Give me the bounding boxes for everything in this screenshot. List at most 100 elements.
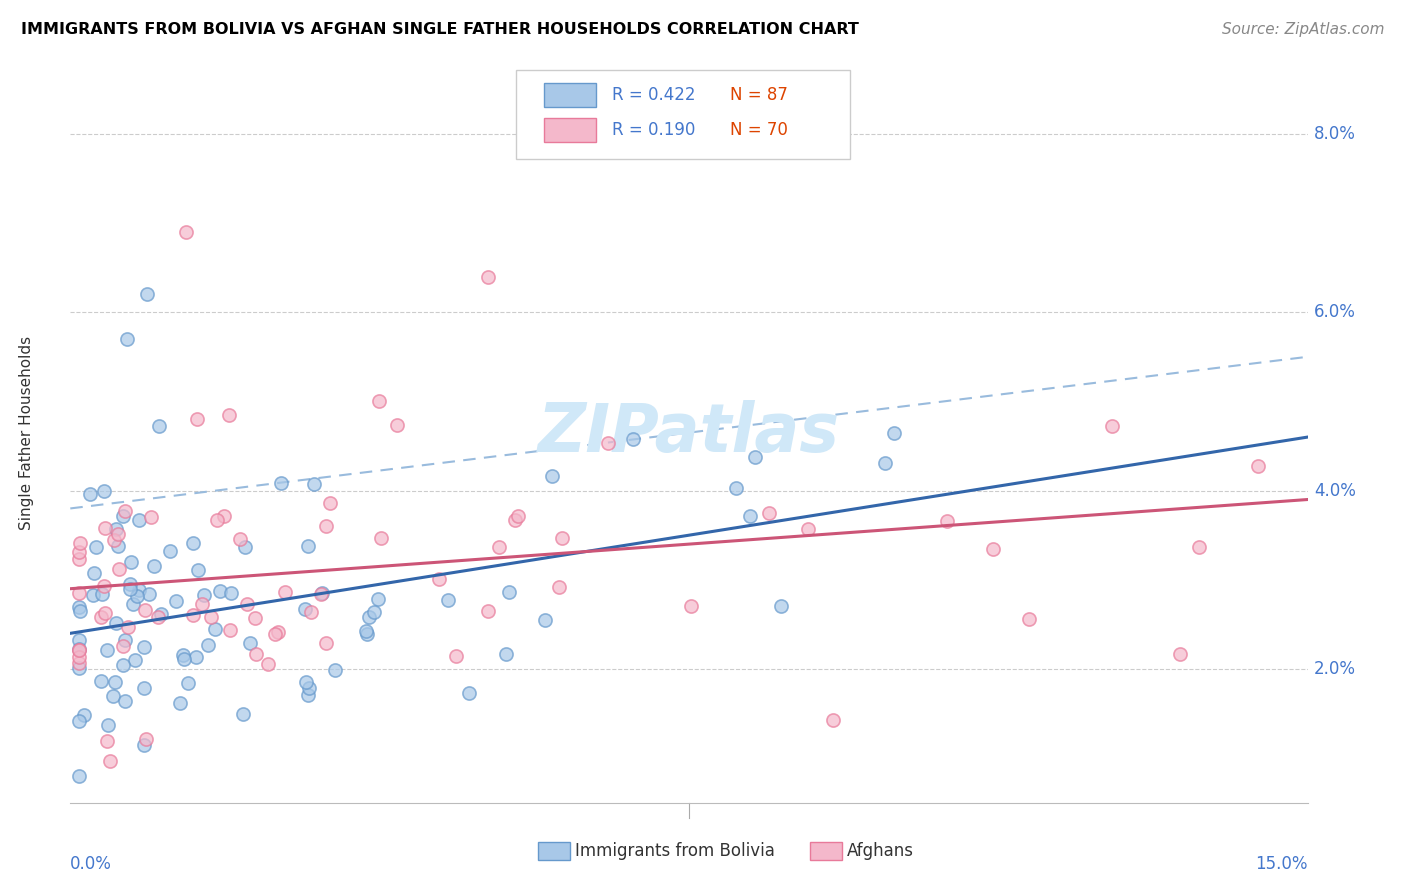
Text: N = 70: N = 70 bbox=[730, 120, 787, 139]
Point bbox=[132, 738, 155, 752]
Point bbox=[159, 544, 181, 558]
Point bbox=[121, 597, 143, 611]
Point bbox=[427, 572, 450, 586]
Point bbox=[132, 640, 155, 654]
Point bbox=[173, 652, 195, 666]
Point bbox=[90, 674, 112, 689]
Point bbox=[495, 647, 517, 661]
Point bbox=[79, 487, 101, 501]
Text: Afghans: Afghans bbox=[848, 842, 914, 860]
Point bbox=[67, 714, 90, 729]
Point bbox=[67, 545, 90, 559]
Point bbox=[769, 599, 792, 614]
Point bbox=[94, 521, 117, 535]
Point bbox=[221, 586, 243, 600]
Point bbox=[103, 533, 125, 548]
Point bbox=[744, 450, 766, 464]
Point bbox=[598, 436, 620, 450]
Point bbox=[134, 603, 156, 617]
Point bbox=[73, 708, 96, 723]
Point bbox=[176, 225, 198, 239]
Point bbox=[148, 418, 170, 433]
Point bbox=[311, 586, 333, 600]
Point bbox=[135, 732, 157, 747]
Point bbox=[356, 627, 378, 641]
Point bbox=[103, 690, 125, 704]
Point bbox=[245, 647, 267, 661]
Point bbox=[204, 622, 226, 636]
Point bbox=[118, 576, 141, 591]
Point bbox=[239, 635, 262, 649]
Point bbox=[148, 610, 170, 624]
Point bbox=[191, 598, 214, 612]
Point bbox=[1247, 459, 1270, 474]
Point bbox=[114, 504, 136, 518]
Point bbox=[177, 676, 200, 690]
Point bbox=[114, 632, 136, 647]
Point bbox=[118, 582, 141, 596]
Point bbox=[270, 476, 292, 491]
Text: R = 0.190: R = 0.190 bbox=[612, 120, 696, 139]
Point bbox=[83, 566, 105, 580]
Point bbox=[143, 558, 166, 573]
Point bbox=[90, 609, 112, 624]
Point bbox=[387, 417, 409, 432]
Point bbox=[318, 496, 340, 510]
FancyBboxPatch shape bbox=[544, 83, 596, 107]
Point bbox=[758, 506, 780, 520]
Point bbox=[127, 589, 149, 603]
Point bbox=[294, 675, 316, 690]
Point bbox=[1188, 540, 1211, 554]
Point bbox=[679, 599, 702, 613]
Point bbox=[368, 394, 391, 409]
Point bbox=[93, 579, 115, 593]
Point bbox=[243, 611, 266, 625]
Point bbox=[128, 513, 150, 527]
Point bbox=[93, 484, 115, 499]
Text: Source: ZipAtlas.com: Source: ZipAtlas.com bbox=[1222, 22, 1385, 37]
Text: 0.0%: 0.0% bbox=[70, 855, 112, 872]
FancyBboxPatch shape bbox=[544, 118, 596, 142]
Point bbox=[82, 588, 104, 602]
Point bbox=[323, 663, 346, 677]
Point bbox=[107, 540, 129, 554]
Text: 8.0%: 8.0% bbox=[1313, 125, 1355, 143]
Text: N = 87: N = 87 bbox=[730, 86, 787, 104]
Point bbox=[67, 643, 90, 657]
Point bbox=[367, 591, 389, 606]
Point bbox=[370, 531, 392, 545]
Point bbox=[120, 555, 142, 569]
Point bbox=[257, 657, 280, 672]
Point bbox=[873, 456, 896, 470]
FancyBboxPatch shape bbox=[538, 842, 571, 860]
Point bbox=[363, 605, 385, 619]
Point bbox=[96, 733, 118, 747]
Point bbox=[117, 332, 139, 346]
Point bbox=[200, 610, 222, 624]
Point bbox=[112, 508, 135, 523]
Point bbox=[725, 481, 748, 495]
Point bbox=[150, 607, 173, 622]
Point bbox=[128, 582, 150, 597]
Point bbox=[266, 624, 288, 639]
Point bbox=[67, 643, 90, 657]
Point bbox=[141, 510, 163, 524]
Point bbox=[135, 287, 157, 301]
Point bbox=[169, 696, 191, 710]
Text: 4.0%: 4.0% bbox=[1313, 482, 1355, 500]
Point bbox=[67, 649, 90, 664]
Point bbox=[505, 513, 527, 527]
Point bbox=[172, 648, 194, 662]
Point bbox=[508, 509, 530, 524]
Point bbox=[488, 541, 510, 555]
Point bbox=[1101, 418, 1123, 433]
Point bbox=[107, 527, 129, 541]
Point bbox=[551, 531, 574, 545]
Point bbox=[294, 602, 316, 616]
Point bbox=[184, 650, 207, 665]
Point bbox=[124, 653, 146, 667]
Text: 15.0%: 15.0% bbox=[1256, 855, 1308, 872]
Text: Immigrants from Bolivia: Immigrants from Bolivia bbox=[575, 842, 775, 860]
Point bbox=[359, 610, 381, 624]
Point bbox=[315, 636, 337, 650]
